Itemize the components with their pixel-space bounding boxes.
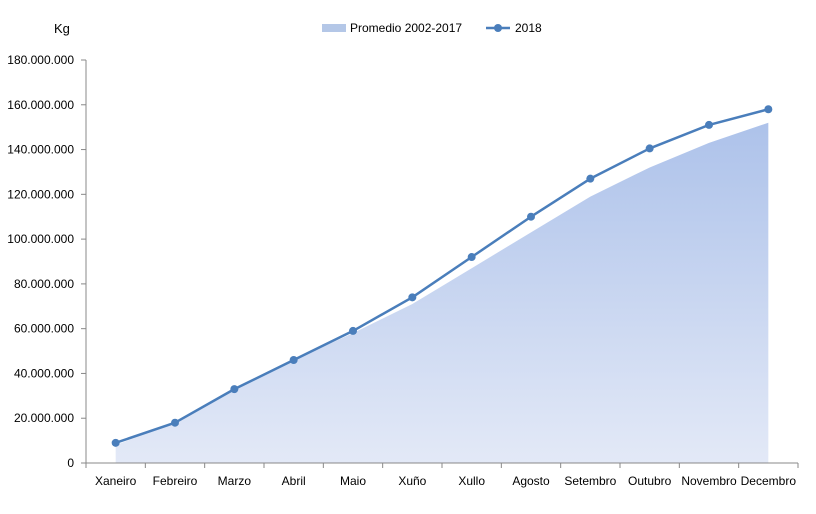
x-tick-label: Decembro — [741, 474, 797, 488]
y-tick-label: 80.000.000 — [14, 277, 74, 291]
y-tick-label: 60.000.000 — [14, 322, 74, 336]
point-2018 — [408, 293, 417, 302]
point-2018 — [527, 212, 535, 221]
y-tick-label: 40.000.000 — [14, 366, 74, 380]
x-tick-label: Setembro — [564, 474, 616, 488]
x-tick-label: Novembro — [681, 474, 737, 488]
point-2018 — [467, 253, 476, 262]
legend: Promedio 2002-2017 2018 — [322, 21, 542, 35]
y-tick-label: 180.000.000 — [7, 53, 74, 67]
legend-label-area: Promedio 2002-2017 — [350, 21, 462, 35]
y-axis-label: Kg — [54, 21, 70, 36]
x-tick-label: Marzo — [218, 474, 252, 488]
x-tick-label: Febreiro — [153, 474, 198, 488]
point-2018 — [230, 385, 239, 394]
point-2018 — [586, 174, 595, 183]
point-2018 — [645, 144, 654, 153]
legend-swatch-marker — [494, 24, 502, 32]
y-tick-label: 160.000.000 — [7, 98, 74, 112]
x-tick-label: Xuño — [398, 474, 426, 488]
point-2018 — [764, 105, 773, 114]
y-tick-label: 100.000.000 — [7, 232, 74, 246]
x-tick-label: Xaneiro — [95, 474, 137, 488]
x-tick-label: Abril — [282, 474, 306, 488]
legend-label-line: 2018 — [515, 21, 542, 35]
y-tick-label: 140.000.000 — [7, 143, 74, 157]
y-tick-label: 20.000.000 — [14, 411, 74, 425]
x-tick-label: Agosto — [512, 474, 550, 488]
x-tick-label: Maio — [340, 474, 366, 488]
line-2018 — [115, 108, 769, 445]
area-promedio — [115, 122, 769, 463]
point-2018 — [349, 326, 357, 335]
point-2018 — [289, 356, 298, 365]
y-tick-label: 120.000.000 — [7, 187, 74, 201]
y-tick-label: 0 — [67, 456, 74, 470]
x-tick-label: Xullo — [458, 474, 485, 488]
legend-swatch-area — [322, 24, 346, 32]
point-2018 — [171, 418, 179, 427]
plot-area: 0 20.000.000 40.000.000 60.000.000 80.000.00… — [7, 53, 799, 488]
x-tick-label: Outubro — [628, 474, 672, 488]
point-2018 — [111, 438, 120, 447]
point-2018 — [705, 120, 713, 129]
